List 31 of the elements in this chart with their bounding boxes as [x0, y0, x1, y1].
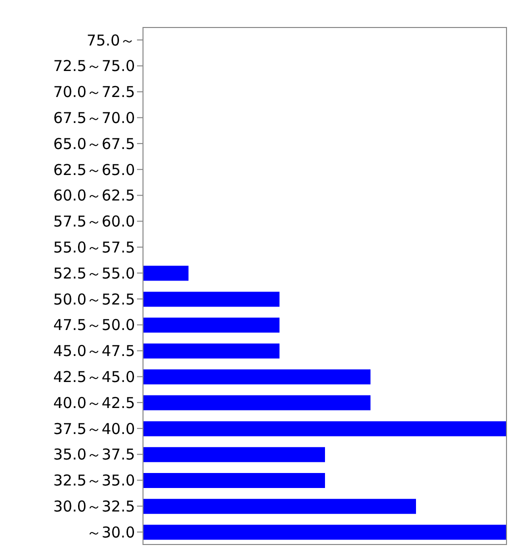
y-tick-label: 42.5～45.0: [53, 368, 135, 386]
y-tick-label: 30.0～32.5: [53, 497, 135, 516]
y-tick-label: 40.0～42.5: [53, 394, 135, 412]
bar: [143, 266, 188, 281]
y-tick-label: 37.5～40.0: [53, 420, 135, 438]
y-tick-label: 47.5～50.0: [53, 316, 135, 334]
bar: [143, 498, 416, 514]
bar: [143, 344, 280, 358]
y-tick-label: 75.0～: [86, 31, 135, 50]
bar: [143, 318, 280, 333]
y-tick-label: ～30.0: [86, 523, 135, 542]
bar: [143, 473, 325, 488]
y-tick-label: 52.5～55.0: [53, 264, 135, 282]
bar: [143, 369, 370, 384]
y-tick-label: 62.5～65.0: [53, 160, 135, 179]
bar: [143, 395, 370, 410]
bar: [143, 524, 507, 540]
bar: [143, 447, 325, 462]
bar: [143, 421, 507, 436]
y-tick-label: 32.5～35.0: [53, 472, 135, 490]
y-tick-label: 35.0～37.5: [53, 446, 135, 464]
y-tick-label: 45.0～47.5: [53, 342, 135, 360]
y-tick-label: 50.0～52.5: [53, 290, 135, 308]
y-tick-label: 72.5～75.0: [53, 57, 135, 76]
y-tick-label: 55.0～57.5: [53, 238, 135, 256]
y-tick-label: 60.0～62.5: [53, 186, 135, 205]
y-tick-label: 70.0～72.5: [53, 83, 135, 102]
y-tick-label: 67.5～70.0: [53, 108, 135, 127]
bar: [143, 292, 280, 307]
y-tick-label: 65.0～67.5: [53, 134, 135, 153]
y-tick-label: 57.5～60.0: [53, 212, 135, 231]
